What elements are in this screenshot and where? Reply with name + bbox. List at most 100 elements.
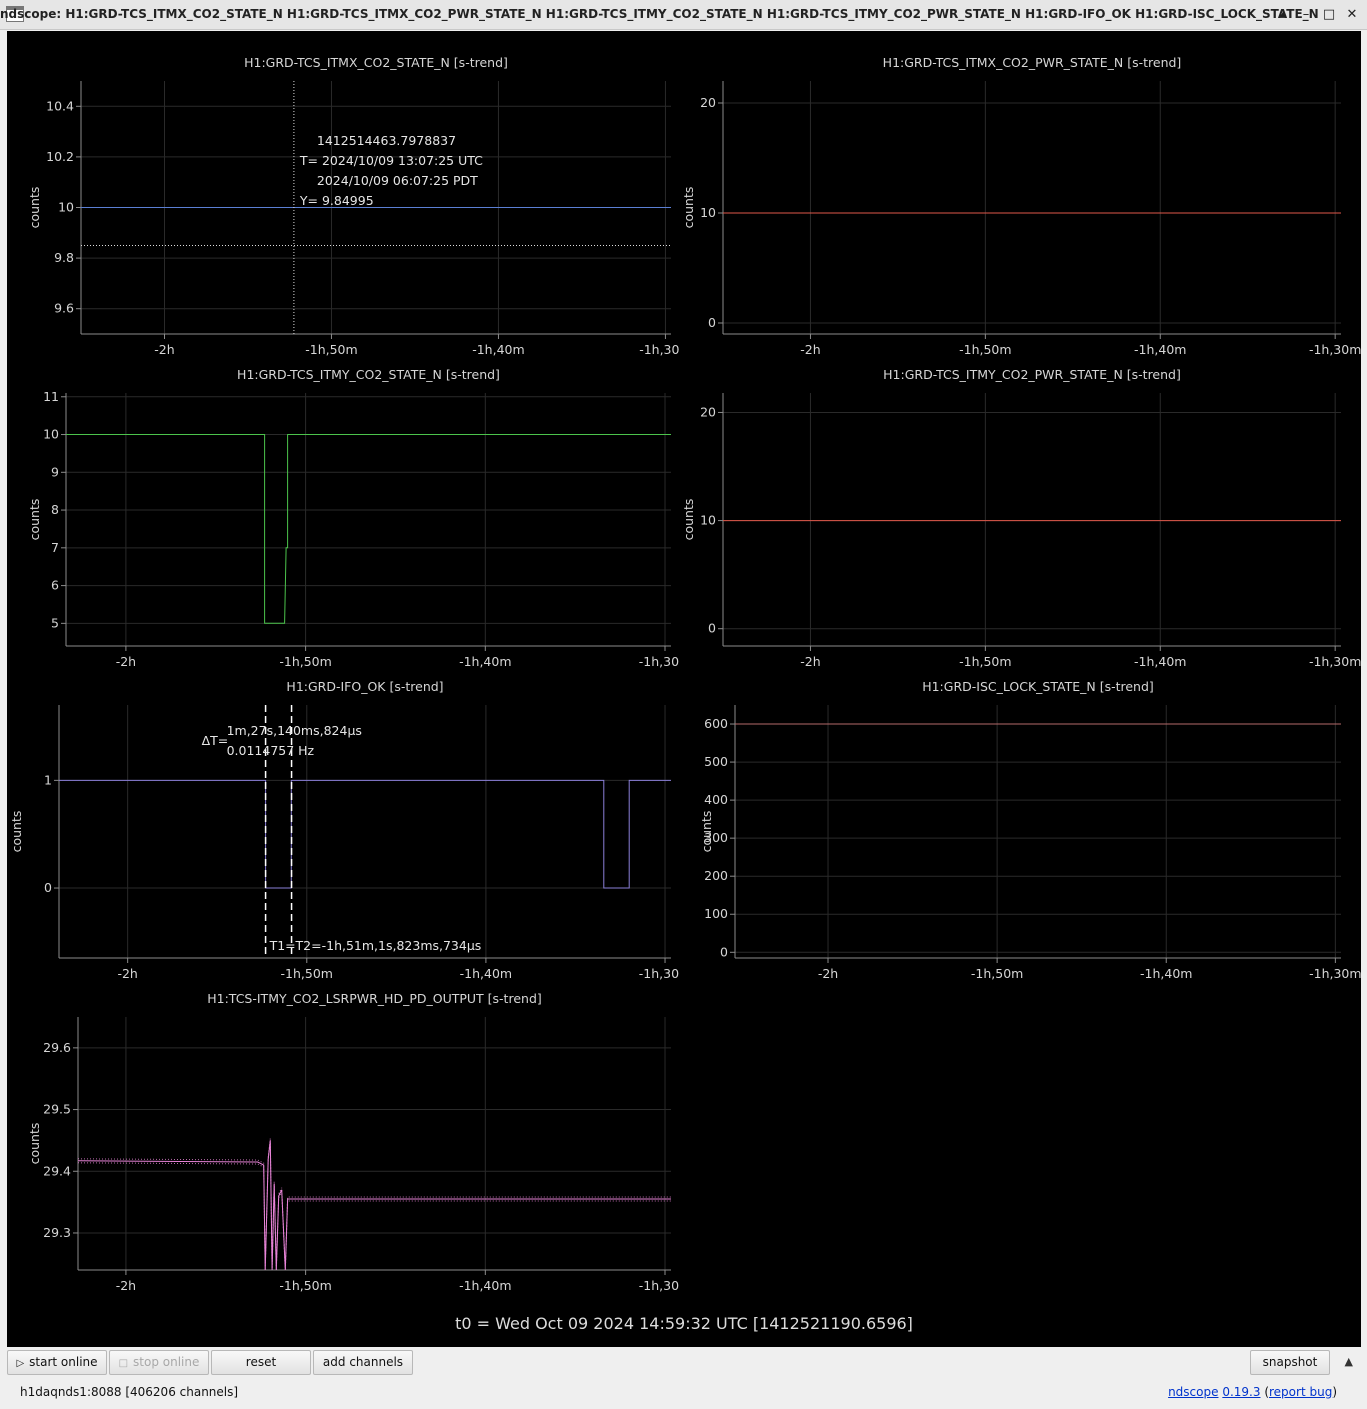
plot-svg[interactable]: H1:TCS-ITMY_CO2_LSRPWR_HD_PD_OUTPUT [s-t…: [7, 987, 679, 1307]
close-icon[interactable]: ✕: [1346, 7, 1358, 22]
delta-t-readout: 0.0114757 Hz: [227, 743, 315, 758]
x-tick-label: -2h: [116, 654, 136, 669]
x-tick-label: -1h,40m: [1134, 342, 1186, 357]
plot-ifo-ok[interactable]: H1:GRD-IFO_OK [s-trend] 0 1 -2h -1h,50m -1h,4…: [7, 675, 679, 995]
report-bug-link[interactable]: report bug: [1269, 1385, 1333, 1399]
x-tick-label: -1h,30m: [639, 1278, 679, 1293]
y-tick-label: 20: [700, 404, 716, 419]
y-tick-label: 10.4: [46, 98, 74, 113]
y-tick-label: 9.8: [54, 250, 74, 265]
x-tick-label: -2h: [800, 654, 820, 669]
plot-title: H1:GRD-TCS_ITMX_CO2_PWR_STATE_N [s-trend…: [883, 55, 1182, 70]
plot-isc-lock-state[interactable]: H1:GRD-ISC_LOCK_STATE_N [s-trend] 0 100 200…: [679, 675, 1361, 995]
expand-panel-icon[interactable]: ▲: [1344, 1355, 1353, 1368]
plot-svg[interactable]: H1:GRD-TCS_ITMY_CO2_PWR_STATE_N [s-trend…: [679, 363, 1361, 683]
plot-title: H1:GRD-TCS_ITMY_CO2_STATE_N [s-trend]: [237, 367, 500, 382]
plot-itmy-co2-state[interactable]: H1:GRD-TCS_ITMY_CO2_STATE_N [s-trend] 5 6 7…: [7, 363, 679, 683]
add-channels-button[interactable]: add channels: [313, 1350, 413, 1375]
x-tick-label: -1h,30m: [1309, 654, 1361, 669]
plot-svg[interactable]: H1:GRD-TCS_ITMX_CO2_PWR_STATE_N [s-trend…: [679, 51, 1361, 371]
plot-itmx-co2-pwr-state[interactable]: H1:GRD-TCS_ITMX_CO2_PWR_STATE_N [s-trend…: [679, 51, 1361, 371]
cursor-readout: T= 2024/10/09 13:07:25 UTC: [299, 153, 483, 168]
x-tick-label: -1h,50m: [971, 966, 1023, 981]
x-tick-label: -1h,40m: [459, 1278, 511, 1293]
y-tick-label: 300: [704, 830, 728, 845]
play-icon: ▷: [16, 1358, 25, 1369]
y-tick-label: 9.6: [54, 301, 74, 316]
x-tick-label: -1h,30m: [639, 342, 679, 357]
t0-label: t0 = Wed Oct 09 2024 14:59:32 UTC [14125…: [455, 1314, 913, 1333]
y-axis-label: counts: [27, 187, 42, 229]
y-tick-label: 0: [44, 880, 52, 895]
x-tick-label: -1h,50m: [279, 1278, 331, 1293]
stop-online-button[interactable]: □ stop online: [109, 1350, 209, 1375]
snapshot-button[interactable]: snapshot: [1250, 1350, 1330, 1375]
stop-online-label: stop online: [133, 1355, 200, 1369]
series-line: [66, 434, 671, 624]
plot-title: H1:GRD-ISC_LOCK_STATE_N [s-trend]: [922, 679, 1154, 694]
y-tick-label: 10.2: [46, 149, 74, 164]
y-tick-label: 0: [720, 944, 728, 959]
series-line: [78, 1140, 671, 1270]
y-axis-label: counts: [27, 1123, 42, 1165]
y-tick-label: 29.5: [43, 1102, 71, 1117]
y-tick-label: 29.3: [43, 1225, 71, 1240]
x-tick-label: -2h: [117, 966, 137, 981]
plot-svg[interactable]: H1:GRD-TCS_ITMX_CO2_STATE_N [s-trend] 9.6…: [7, 51, 679, 371]
cursor-readout: 2024/10/09 06:07:25 PDT: [317, 173, 478, 188]
plot-svg[interactable]: H1:GRD-TCS_ITMY_CO2_STATE_N [s-trend] 5 6 7…: [7, 363, 679, 683]
y-tick-label: 5: [51, 615, 59, 630]
minimize-icon[interactable]: –: [1302, 7, 1310, 22]
x-tick-label: -1h,30m: [1309, 966, 1361, 981]
x-tick-label: -1h,50m: [305, 342, 357, 357]
x-tick-label: -2h: [818, 966, 838, 981]
y-tick-label: 100: [704, 906, 728, 921]
reset-button[interactable]: reset: [211, 1350, 311, 1375]
x-tick-label: -2h: [800, 342, 820, 357]
x-tick-label: -1h,50m: [959, 654, 1011, 669]
app-window-icon[interactable]: [6, 6, 24, 22]
maximize-icon[interactable]: □: [1322, 7, 1336, 22]
t1-readout: T1=: [269, 938, 296, 953]
server-status: h1daqnds1:8088 [406206 channels]: [20, 1385, 239, 1399]
plot-itmx-co2-state[interactable]: H1:GRD-TCS_ITMX_CO2_STATE_N [s-trend] 9.6…: [7, 51, 679, 371]
y-tick-label: 10: [43, 427, 59, 442]
x-tick-label: -1h,30m: [639, 966, 679, 981]
delta-t-readout: 1m,27s,140ms,824μs: [227, 723, 362, 738]
shade-icon[interactable]: ▴: [1279, 7, 1287, 22]
plot-title: H1:GRD-TCS_ITMY_CO2_PWR_STATE_N [s-trend…: [883, 367, 1181, 382]
plot-itmy-co2-pwr-state[interactable]: H1:GRD-TCS_ITMY_CO2_PWR_STATE_N [s-trend…: [679, 363, 1361, 683]
x-tick-label: -1h,30m: [1309, 342, 1361, 357]
plot-itmy-co2-lsrpwr[interactable]: H1:TCS-ITMY_CO2_LSRPWR_HD_PD_OUTPUT [s-t…: [7, 987, 679, 1307]
y-axis-label: counts: [681, 499, 696, 541]
plot-title: H1:GRD-IFO_OK [s-trend]: [286, 679, 443, 694]
plot-svg[interactable]: H1:GRD-IFO_OK [s-trend] 0 1 -2h -1h,50m -1h,4…: [7, 675, 679, 995]
x-tick-label: -1h,40m: [460, 966, 512, 981]
y-axis-label: counts: [27, 499, 42, 541]
y-axis-label: counts: [681, 187, 696, 229]
y-tick-label: 29.6: [43, 1040, 71, 1055]
y-tick-label: 500: [704, 754, 728, 769]
y-tick-label: 10: [700, 513, 716, 528]
plot-svg[interactable]: H1:GRD-ISC_LOCK_STATE_N [s-trend] 0 100 200…: [679, 675, 1361, 995]
y-tick-label: 200: [704, 868, 728, 883]
x-tick-label: -1h,50m: [281, 966, 333, 981]
x-tick-label: -1h,40m: [1134, 654, 1186, 669]
y-tick-label: 400: [704, 792, 728, 807]
ndscope-link[interactable]: ndscope: [1168, 1385, 1219, 1399]
plot-title: H1:GRD-TCS_ITMX_CO2_STATE_N [s-trend]: [244, 55, 508, 70]
y-tick-label: 0: [708, 315, 716, 330]
x-tick-label: -1h,40m: [1140, 966, 1192, 981]
y-tick-label: 9: [51, 464, 59, 479]
bottom-panel: ▷ start online □ stop online reset add cha…: [0, 1347, 1367, 1409]
start-online-button[interactable]: ▷ start online: [7, 1350, 107, 1375]
y-tick-label: 7: [51, 540, 59, 555]
version-link[interactable]: 0.19.3: [1222, 1385, 1261, 1399]
plot-area[interactable]: H1:GRD-TCS_ITMX_CO2_STATE_N [s-trend] 9.6…: [7, 31, 1361, 1347]
y-axis-label: counts: [9, 811, 24, 853]
cursor-readout: 1412514463.7978837: [317, 133, 456, 148]
x-tick-label: -1h,40m: [459, 654, 511, 669]
x-tick-label: -1h,30m: [639, 654, 679, 669]
window-titlebar: ndscope: H1:GRD-TCS_ITMX_CO2_STATE_N H1:…: [0, 0, 1367, 30]
y-tick-label: 20: [700, 95, 716, 110]
